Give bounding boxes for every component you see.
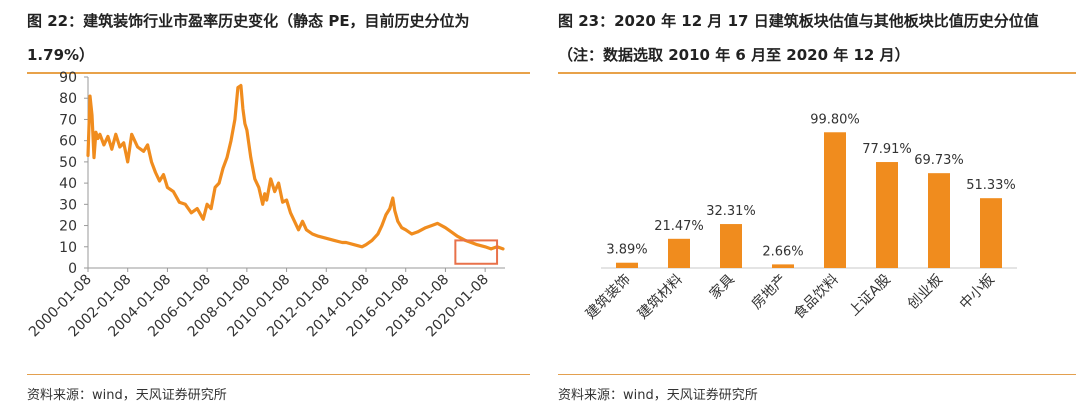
category-label: 建筑材料 [635,272,686,323]
y-tick-label: 30 [59,197,77,213]
bar [668,238,690,268]
bar-value-label: 32.31% [706,204,756,219]
y-tick-label: 40 [59,176,77,192]
pe-series-line [86,83,505,251]
title-rule [27,72,530,74]
category-label: 创业板 [905,272,946,313]
bar-value-label: 2.66% [762,244,803,259]
category-label: 食品饮料 [790,271,842,323]
bar-value-label: 99.80% [810,112,860,127]
percentile-chart-title: 图 23：2020 年 12 月 17 日建筑板块估值与其他板块比值历史分位值（… [558,12,1039,64]
bar [824,132,846,268]
category-label: 房地产 [749,272,790,313]
y-tick-label: 90 [59,70,77,86]
source-rule [27,374,530,375]
percentile-chart-source: 资料来源：wind，天风证券研究所 [558,388,758,403]
y-tick-label: 0 [68,261,77,277]
category-label: 建筑装饰 [583,272,634,323]
pe-chart-source: 资料来源：wind，天风证券研究所 [27,388,227,403]
category-label: 家具 [706,271,738,303]
bar-value-label: 69.73% [914,153,964,168]
bar [928,173,950,268]
pe-line-chart: 01020304050607080902000-01-082002-01-082… [26,70,505,340]
category-label: 上证A股 [846,272,894,320]
y-tick-label: 70 [59,112,77,128]
y-tick-label: 20 [59,219,77,235]
source-rule [558,374,1076,375]
bar-value-label: 77.91% [862,142,912,157]
bar [616,262,638,268]
pe-history-panel: 图 22：建筑装饰行业市盈率历史变化（静态 PE，目前历史分位为 1.79%） … [0,0,530,413]
title-rule [558,72,1076,74]
y-tick-label: 10 [59,240,77,256]
current-range-highlight-box [454,239,499,265]
bar [980,198,1002,268]
bar [876,162,898,268]
bar-value-label: 3.89% [606,243,647,258]
y-tick-label: 60 [59,134,77,150]
percentile-bar-chart: 3.89% 建筑装饰 21.47% 建筑材料 32.31% 家具 2.66% 房地产 99.80… [583,112,1017,323]
y-tick-label: 80 [59,91,77,107]
y-tick-label: 50 [59,155,77,171]
pe-chart-title: 图 22：建筑装饰行业市盈率历史变化（静态 PE，目前历史分位为 1.79%） [27,12,470,64]
bar [720,224,742,268]
category-label: 中小板 [957,272,998,313]
bar [772,264,794,268]
bar-value-label: 21.47% [654,219,704,234]
valuation-percentile-panel: 图 23：2020 年 12 月 17 日建筑板块估值与其他板块比值历史分位值（… [548,0,1080,413]
bar-value-label: 51.33% [966,178,1016,193]
